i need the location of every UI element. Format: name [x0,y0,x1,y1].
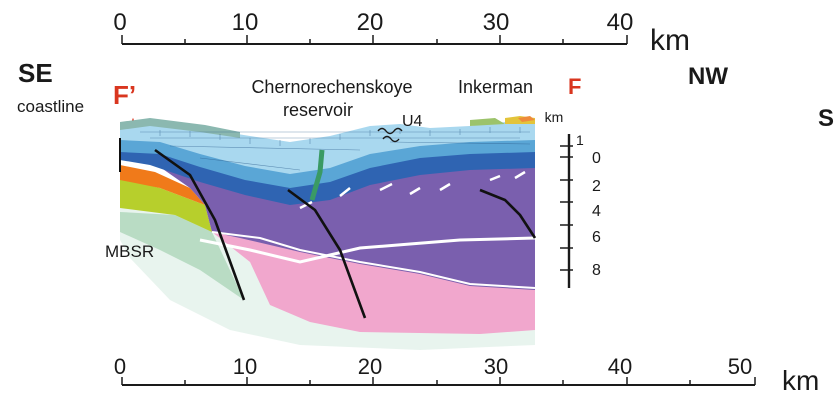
depth-scale: km 1 0 2 4 6 8 [545,109,601,288]
section-end-label-f: F [568,74,581,99]
coastline-label: coastline [17,97,84,116]
cut-off-label-s: S [818,105,834,132]
bottom-scale-unit: km [782,365,819,396]
deep-blue-unit [120,150,535,205]
limestone-texture [140,127,531,171]
inkerman-label: Inkerman [458,77,533,97]
depth-tick-label: 4 [592,203,601,220]
top-scale-tick-label: 10 [232,9,259,36]
fault-line-1 [154,148,246,301]
green-surface-patch [470,118,505,126]
depth-tick-label: 8 [592,262,601,279]
bottom-scale-tick-label: 0 [114,354,126,379]
direction-label-nw: NW [688,63,728,90]
u4-label: U4 [402,113,423,130]
pink-basement-unit [212,232,535,334]
orange-surface-patch [518,116,535,122]
mid-blue-limestone-unit [120,138,535,188]
orange-unit [120,165,205,205]
u4-unconformity-icon [377,127,403,135]
top-scale-unit: km [650,24,690,57]
mbsr-label: MBSR [105,242,154,261]
section-end-label-f-prime: F’ [113,80,136,110]
mbsr-basement-unit [120,188,535,350]
bottom-scale-tick-label: 40 [608,354,632,379]
pink-contact-line [211,231,536,289]
bottom-scale-tick-label: 20 [358,354,382,379]
teal-surface-unit [120,118,240,138]
reservoir-label-line1: Chernorechenskoye [251,77,412,97]
geologic-section [119,116,537,350]
lime-unit [120,178,212,232]
depth-tick-label: 6 [592,229,601,246]
detachment-line [199,236,536,264]
depth-tick-label: 2 [592,178,601,195]
fault-line-3 [479,188,537,239]
bottom-scale-tick-label: 50 [728,354,752,379]
green-dike [309,149,325,201]
top-scale-tick-label: 0 [113,9,126,36]
u4-unconformity-icon [382,135,400,143]
bottom-scale-tick-label: 10 [233,354,257,379]
depth-scale-unit: km [545,109,564,125]
depth-tick-label: 0 [592,150,601,167]
reservoir-label-line2: reservoir [283,100,353,120]
mbsr-green-unit [120,212,244,300]
top-scale-tick-label: 20 [357,9,384,36]
bottom-scale-tick-label: 30 [484,354,508,379]
bottom-scale-bar: 0 10 20 30 40 50 km [114,354,819,396]
top-scale-tick-label: 40 [607,9,634,36]
fault-line-2 [287,188,367,319]
top-scale-tick-label: 30 [483,9,510,36]
depth-tick-label: 1 [576,132,584,148]
thrust-ticks [299,170,526,210]
top-scale-bar: 0 10 20 30 40 km [113,9,690,57]
direction-label-se: SE [18,58,53,88]
